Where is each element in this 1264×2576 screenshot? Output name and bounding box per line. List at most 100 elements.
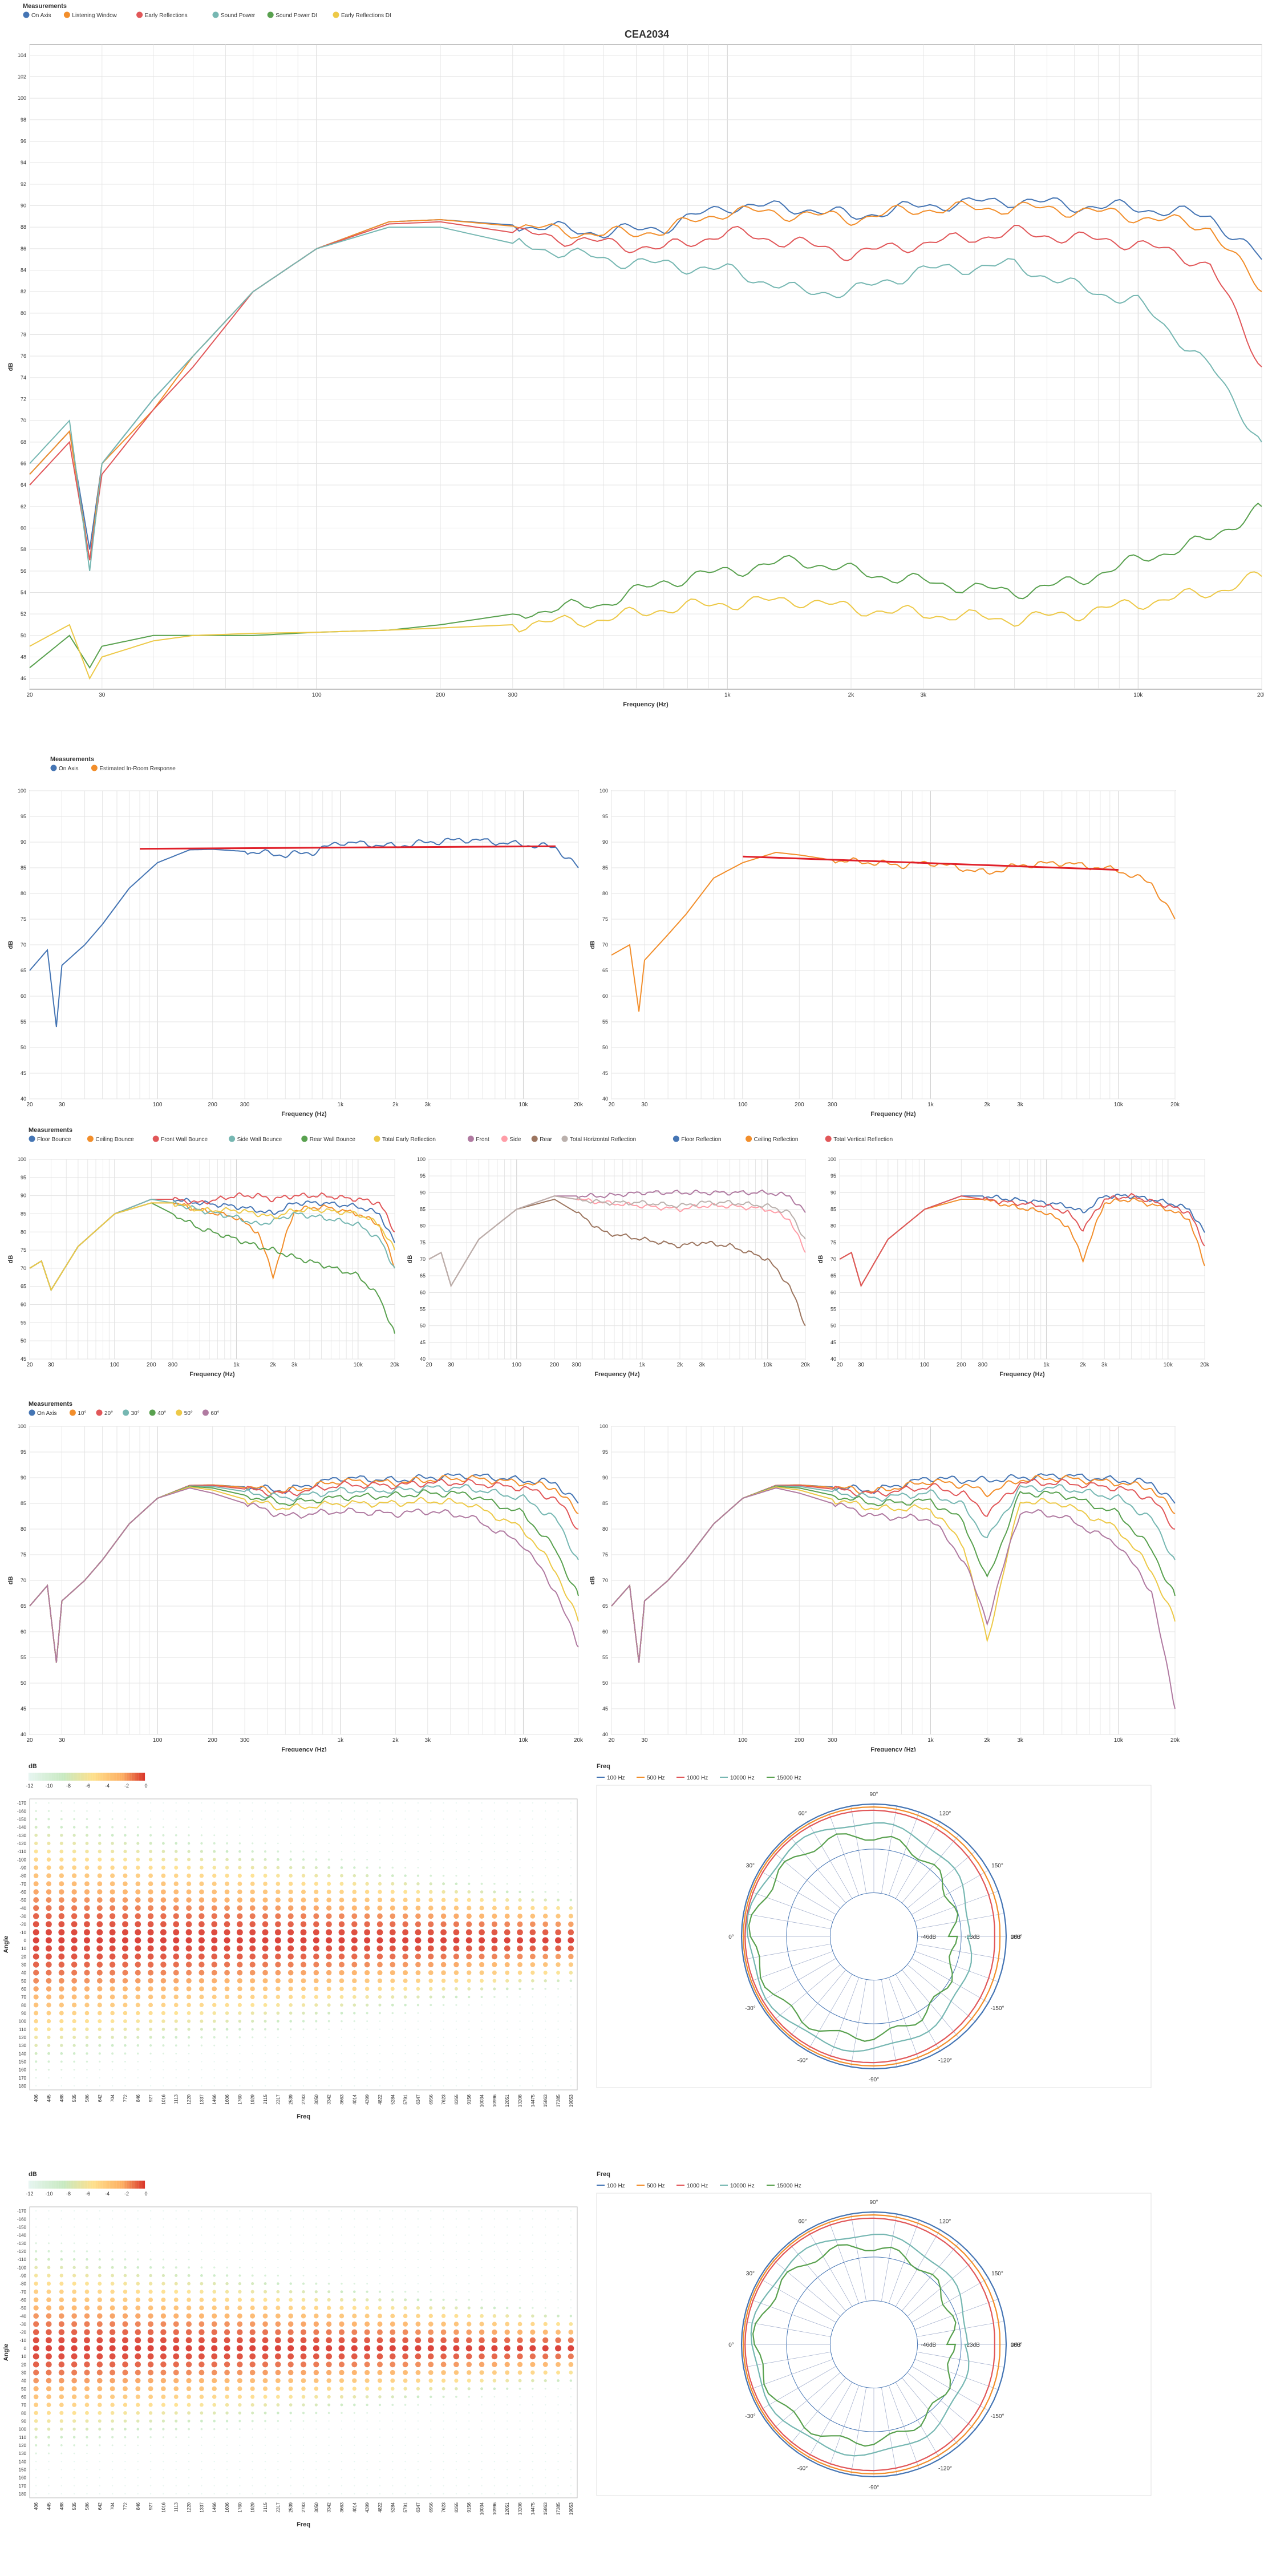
- heatmap-cell: [33, 2353, 39, 2360]
- angle-tick-label: 160: [19, 2476, 27, 2481]
- heatmap-cell: [354, 2061, 355, 2063]
- heatmap-cell: [570, 2452, 572, 2454]
- y-tick-label: 85: [602, 1501, 608, 1506]
- heatmap-cell: [47, 2250, 50, 2253]
- heatmap-cell: [341, 2258, 343, 2260]
- heatmap-cell: [110, 2011, 115, 2016]
- heatmap-cell: [290, 1818, 291, 1820]
- colorbar-cell: [135, 2181, 136, 2189]
- heatmap-cell: [479, 2337, 485, 2343]
- y-tick-label: 95: [21, 1175, 26, 1180]
- heatmap-cell: [428, 1962, 434, 1968]
- heatmap-cell: [98, 2019, 102, 2024]
- heatmap-cell: [328, 2053, 330, 2055]
- heatmap-cell: [72, 2052, 76, 2055]
- heatmap-cell: [493, 2283, 496, 2284]
- heatmap-cell: [213, 2077, 215, 2078]
- heatmap-cell: [149, 2234, 152, 2236]
- heatmap-cell: [354, 2085, 355, 2087]
- heatmap-cell: [300, 1913, 307, 1919]
- heatmap-cell: [211, 2353, 218, 2360]
- heatmap-cell: [213, 2242, 215, 2244]
- heatmap-cell: [148, 2321, 154, 2327]
- heatmap-cell: [441, 2378, 446, 2383]
- heatmap-cell: [352, 1978, 357, 1983]
- heatmap-cell: [339, 1882, 344, 1886]
- heatmap-cell: [84, 1921, 90, 1927]
- heatmap-cell: [124, 2250, 126, 2253]
- heatmap-cell: [557, 1996, 559, 1998]
- heatmap-cell: [453, 2353, 460, 2360]
- heatmap-cell: [136, 2411, 140, 2415]
- heatmap-cell: [339, 2369, 345, 2376]
- heatmap-cell: [569, 1971, 573, 1975]
- heatmap-cell: [544, 2436, 546, 2438]
- freq-tick-label: 4014: [352, 2094, 357, 2104]
- heatmap-cell: [47, 1810, 50, 1812]
- heatmap-cell: [98, 1849, 102, 1854]
- heatmap-cell: [453, 2370, 459, 2375]
- heatmap-cell: [404, 2444, 406, 2446]
- heatmap-cell: [519, 2477, 521, 2478]
- colorbar-cell: [59, 1773, 61, 1781]
- heatmap-cell: [212, 2378, 217, 2384]
- heatmap-cell: [211, 1921, 218, 1927]
- heatmap-cell: [416, 2378, 420, 2383]
- heatmap-cell: [98, 2411, 102, 2415]
- heatmap-cell: [290, 2428, 291, 2430]
- heatmap-cell: [98, 2044, 102, 2047]
- heatmap-cell: [570, 2028, 572, 2030]
- heatmap-cell: [326, 1921, 332, 1927]
- heatmap-cell: [302, 2428, 305, 2430]
- heatmap-cell: [430, 2283, 432, 2284]
- heatmap-cell: [201, 2250, 202, 2253]
- heatmap-cell: [430, 2444, 432, 2446]
- heatmap-cell: [239, 2242, 241, 2244]
- heatmap-cell: [354, 2469, 355, 2470]
- polar-spoke: [901, 2377, 959, 2446]
- heatmap-cell: [173, 1881, 179, 1886]
- freq-tick-label: 2317: [276, 2502, 281, 2512]
- heatmap-cell: [532, 2258, 534, 2260]
- heatmap-cell: [277, 2420, 279, 2423]
- heatmap-cell: [33, 2345, 39, 2352]
- heatmap-cell: [507, 1802, 508, 1804]
- heatmap-cell: [264, 2436, 266, 2438]
- heatmap-cell: [326, 2314, 331, 2319]
- heatmap-cell: [250, 1866, 254, 1870]
- heatmap-cell: [341, 2077, 343, 2078]
- heatmap-cell: [455, 2044, 457, 2047]
- heatmap-cell: [290, 2242, 291, 2244]
- heatmap-cell: [481, 2291, 483, 2292]
- heatmap-cell: [429, 1995, 432, 1999]
- heatmap-cell: [226, 2250, 228, 2253]
- heatmap-cell: [264, 2210, 266, 2212]
- heatmap-cell: [211, 1937, 218, 1944]
- freq-tick-label: 13208: [518, 2502, 523, 2515]
- x-tick-label: 30: [59, 1102, 66, 1108]
- legend-label: Ceiling Bounce: [95, 1137, 134, 1143]
- colorbar-cell: [48, 1773, 49, 1781]
- x-tick-label: 3k: [425, 1737, 432, 1744]
- heatmap-cell: [73, 2226, 75, 2228]
- x-axis-title: Frequency (Hz): [870, 1111, 916, 1118]
- heatmap-cell: [415, 2345, 422, 2352]
- heatmap-cell: [403, 2369, 408, 2375]
- colorbar-cell: [122, 1773, 124, 1781]
- polar-angle-label: 30°: [746, 2271, 755, 2277]
- heatmap-cell: [212, 2411, 216, 2415]
- colorbar-cell: [101, 1773, 103, 1781]
- heatmap-cell: [314, 2298, 318, 2302]
- heatmap-cell: [415, 1905, 421, 1911]
- heatmap-cell: [263, 2298, 268, 2302]
- colorbar-cell: [61, 2181, 63, 2189]
- heatmap-cell: [415, 1945, 422, 1952]
- heatmap-cell: [198, 2378, 204, 2384]
- heatmap-cell: [198, 1897, 205, 1903]
- angle-tick-label: -130: [17, 1833, 27, 1838]
- heatmap-cell: [46, 2003, 51, 2008]
- heatmap-cell: [315, 2242, 317, 2244]
- heatmap-cell: [532, 2053, 534, 2055]
- freq-tick-label: 1016: [161, 2502, 166, 2512]
- heatmap-cell: [160, 2377, 167, 2384]
